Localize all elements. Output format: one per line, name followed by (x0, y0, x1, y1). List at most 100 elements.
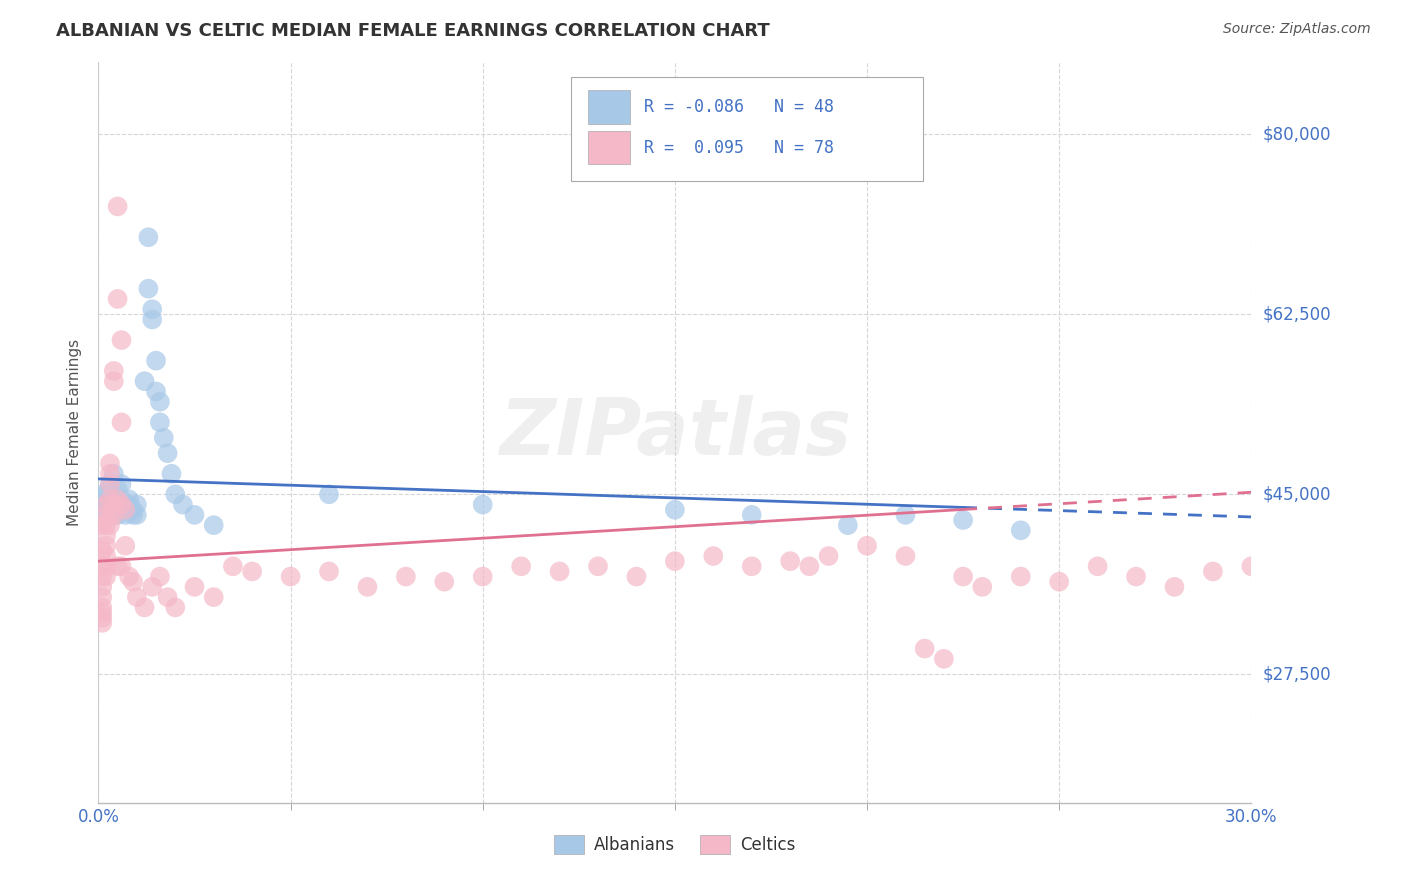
Point (165, 600, 187, 615)
Point (91, 600, 114, 615)
Point (114, 498, 136, 512)
Text: ZIPatlas: ZIPatlas (499, 394, 851, 471)
Point (103, 508, 125, 522)
Point (98, 508, 121, 522)
Point (107, 559, 129, 574)
Point (932, 652, 955, 666)
Point (149, 569, 172, 583)
Point (952, 513, 974, 527)
Point (894, 549, 917, 563)
Point (91, 502, 114, 516)
Point (107, 495, 129, 509)
Point (118, 492, 141, 507)
Point (91, 590, 114, 604)
Point (318, 565, 340, 579)
Point (94, 518, 117, 533)
Point (183, 580, 205, 594)
Point (799, 559, 821, 574)
Point (510, 559, 533, 574)
Text: $80,000: $80,000 (1263, 126, 1331, 144)
Point (110, 415, 132, 429)
Point (837, 518, 859, 533)
Point (91, 611, 114, 625)
Point (110, 477, 132, 491)
Point (1087, 559, 1109, 574)
Point (118, 569, 141, 583)
Point (779, 554, 801, 568)
Point (471, 569, 494, 583)
Point (1125, 569, 1147, 583)
Y-axis label: Median Female Earnings: Median Female Earnings (67, 339, 83, 526)
Text: Source: ZipAtlas.com: Source: ZipAtlas.com (1223, 22, 1371, 37)
Point (114, 508, 136, 522)
Point (107, 199, 129, 213)
FancyBboxPatch shape (589, 90, 630, 123)
Point (972, 580, 994, 594)
Point (114, 539, 136, 553)
Point (94, 508, 117, 522)
Point (122, 502, 145, 516)
Point (141, 302, 163, 317)
FancyBboxPatch shape (571, 78, 922, 181)
Point (149, 415, 172, 429)
Point (103, 498, 125, 512)
Point (98, 506, 121, 520)
Point (1010, 524, 1032, 538)
Point (664, 502, 686, 516)
Point (152, 431, 174, 445)
Point (160, 467, 183, 481)
Point (91, 559, 114, 574)
Point (138, 282, 160, 296)
Point (1010, 569, 1032, 583)
Point (471, 498, 494, 512)
Text: $27,500: $27,500 (1263, 665, 1331, 683)
Point (122, 574, 145, 589)
Point (183, 508, 205, 522)
Point (125, 498, 148, 512)
Point (103, 374, 125, 388)
Point (914, 641, 936, 656)
Point (118, 498, 141, 512)
Point (1047, 574, 1070, 589)
Point (138, 230, 160, 244)
Point (98, 457, 121, 471)
Point (856, 539, 879, 553)
Point (741, 559, 763, 574)
Point (91, 580, 114, 594)
Point (149, 394, 172, 409)
Point (91, 569, 114, 583)
Point (318, 487, 340, 501)
Point (94, 528, 117, 542)
Point (134, 374, 156, 388)
Point (433, 574, 456, 589)
Point (395, 569, 418, 583)
Point (94, 508, 117, 522)
Text: R = -0.086   N = 48: R = -0.086 N = 48 (644, 98, 834, 116)
Point (586, 559, 609, 574)
Point (202, 518, 225, 533)
Point (94, 498, 117, 512)
Point (103, 498, 125, 512)
Point (98, 477, 121, 491)
Point (94, 569, 117, 583)
Point (134, 600, 156, 615)
Point (125, 508, 148, 522)
Point (172, 498, 194, 512)
Point (356, 580, 378, 594)
Point (1202, 565, 1225, 579)
Point (94, 559, 117, 574)
Point (664, 554, 686, 568)
Point (817, 549, 839, 563)
Point (741, 508, 763, 522)
Point (548, 565, 571, 579)
Point (141, 312, 163, 326)
Point (110, 498, 132, 512)
Point (91, 518, 114, 533)
Text: R =  0.095   N = 78: R = 0.095 N = 78 (644, 138, 834, 157)
Point (165, 487, 187, 501)
FancyBboxPatch shape (589, 131, 630, 164)
Point (114, 502, 136, 516)
Point (202, 590, 225, 604)
Point (98, 492, 121, 507)
Point (107, 292, 129, 306)
